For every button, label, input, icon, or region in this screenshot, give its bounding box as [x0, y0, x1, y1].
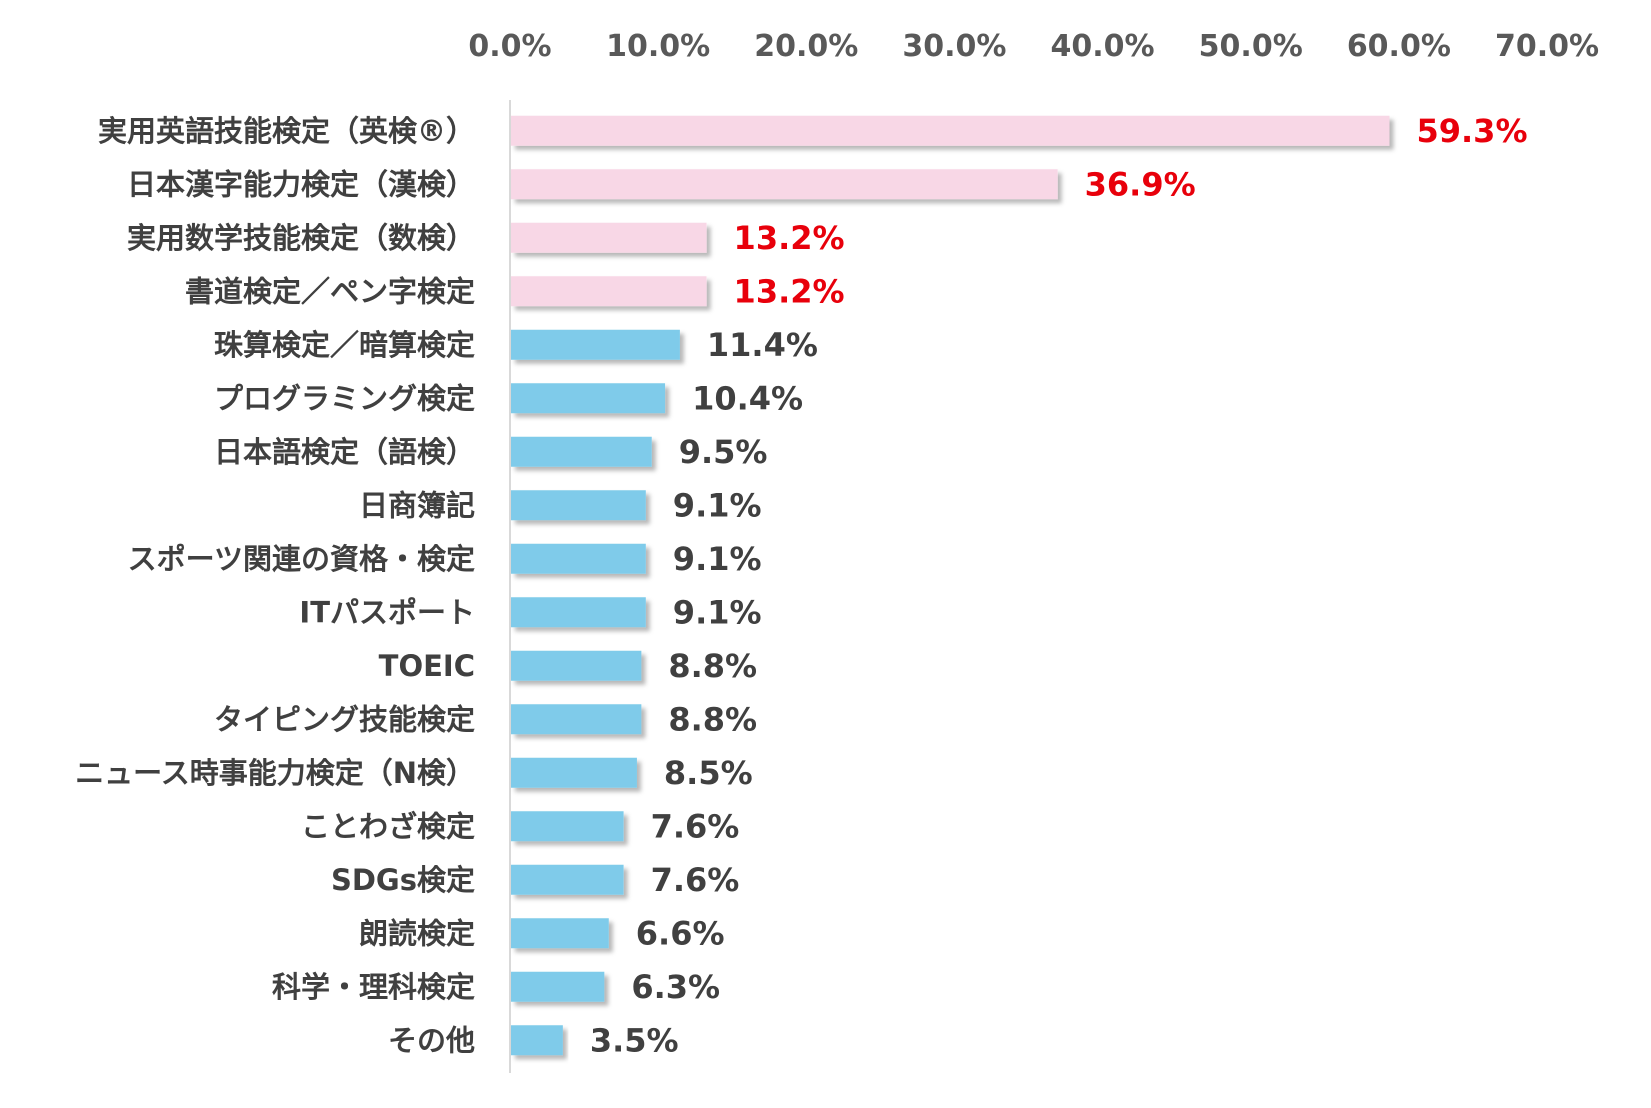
category-label: 実用数学技能検定（数検） — [127, 221, 475, 255]
value-label: 3.5% — [590, 1021, 679, 1059]
bar — [511, 650, 642, 681]
x-tick-label: 10.0% — [606, 29, 710, 64]
category-label: 日本漢字能力検定（漢検） — [127, 167, 475, 201]
x-tick-label: 70.0% — [1495, 29, 1599, 64]
category-label: 朗読検定 — [359, 916, 475, 950]
value-label: 8.5% — [664, 754, 753, 792]
value-label: 10.4% — [692, 379, 803, 417]
value-label: 9.1% — [673, 486, 762, 524]
category-label: ITパスポート — [299, 595, 475, 629]
bar — [511, 971, 605, 1002]
category-label: 日本語検定（語検） — [214, 435, 475, 469]
value-labels: 59.3% 36.9% 13.2% 13.2% 11.4% 10.4% 9.5% 9.1% 9.… — [590, 112, 1528, 1060]
value-label: 8.8% — [668, 700, 757, 738]
category-label: 書道検定／ペン字検定 — [185, 274, 475, 308]
bars — [511, 115, 1390, 1056]
bar — [511, 490, 646, 521]
category-label: プログラミング検定 — [214, 381, 475, 415]
category-label: その他 — [388, 1023, 475, 1057]
bar — [511, 222, 707, 253]
bar — [511, 115, 1390, 146]
bar — [511, 811, 624, 842]
value-label: 11.4% — [707, 326, 818, 364]
value-label: 36.9% — [1085, 165, 1196, 203]
bar — [511, 543, 646, 574]
bar — [511, 597, 646, 628]
bar — [511, 276, 707, 307]
x-tick-label: 20.0% — [754, 29, 858, 64]
category-label: 実用英語技能検定（英検®） — [98, 114, 475, 148]
value-label: 13.2% — [734, 272, 845, 310]
category-label: TOEIC — [379, 649, 475, 683]
category-label: 日商簿記 — [359, 488, 475, 522]
category-label: タイピング技能検定 — [214, 702, 475, 736]
value-label: 7.6% — [651, 807, 740, 845]
bar — [511, 864, 624, 895]
value-label: 9.1% — [673, 593, 762, 631]
x-tick-label: 60.0% — [1347, 29, 1451, 64]
bar — [511, 1025, 563, 1056]
x-axis-ticks: 0.0% 10.0% 20.0% 30.0% 40.0% 50.0% 60.0% 70.0% — [468, 29, 1599, 64]
x-tick-label: 50.0% — [1199, 29, 1303, 64]
value-label: 6.3% — [631, 968, 720, 1006]
category-labels: 実用英語技能検定（英検®） 日本漢字能力検定（漢検） 実用数学技能検定（数検） 書道検… — [75, 114, 475, 1058]
value-label: 9.5% — [679, 433, 768, 471]
value-label: 6.6% — [636, 914, 725, 952]
value-label: 8.8% — [668, 647, 757, 685]
category-label: 科学・理科検定 — [272, 970, 475, 1004]
x-tick-label: 30.0% — [902, 29, 1006, 64]
category-label: ことわざ検定 — [301, 809, 475, 843]
category-label: 珠算検定／暗算検定 — [214, 328, 475, 362]
value-label: 9.1% — [673, 540, 762, 578]
value-label: 59.3% — [1416, 112, 1527, 150]
category-label: ニュース時事能力検定（N検） — [75, 756, 475, 790]
category-label: SDGs検定 — [331, 863, 475, 897]
bar — [511, 757, 637, 788]
bar — [511, 383, 666, 414]
bar — [511, 436, 652, 467]
x-tick-label: 40.0% — [1051, 29, 1155, 64]
bar — [511, 918, 609, 949]
bar — [511, 329, 680, 360]
bar — [511, 704, 642, 735]
x-tick-label: 0.0% — [468, 29, 551, 64]
category-label: スポーツ関連の資格・検定 — [128, 542, 475, 576]
bar — [511, 169, 1058, 200]
value-label: 7.6% — [651, 861, 740, 899]
value-label: 13.2% — [734, 219, 845, 257]
